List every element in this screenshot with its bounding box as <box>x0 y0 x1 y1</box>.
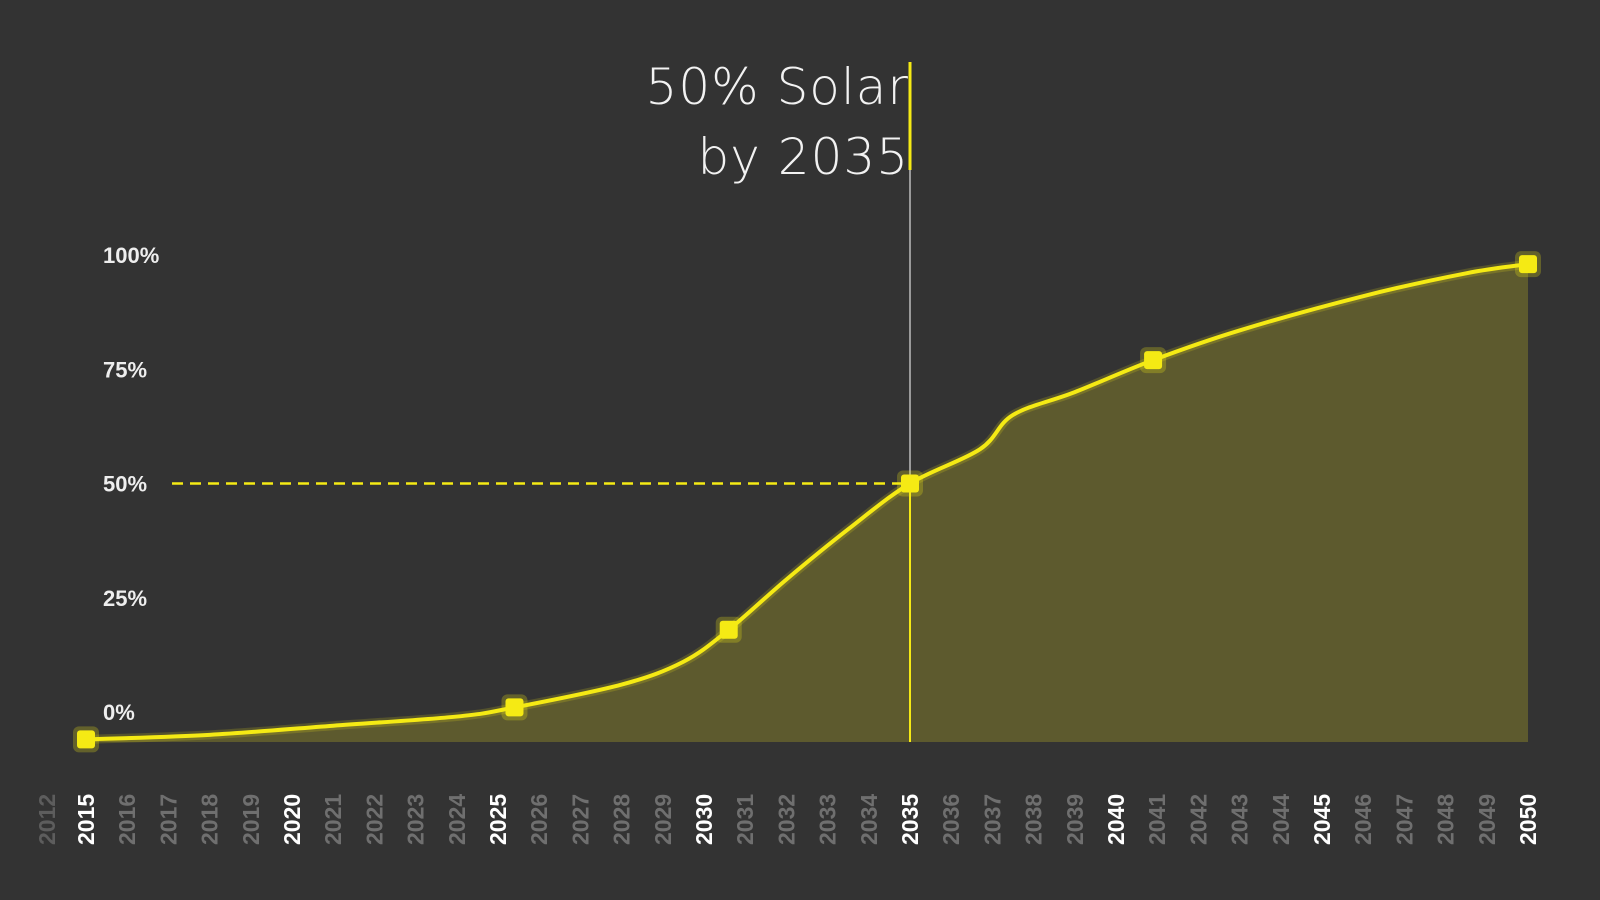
x-tick-label: 2025 <box>485 794 511 845</box>
data-point <box>1519 255 1537 274</box>
y-tick-label: 75% <box>103 357 147 382</box>
x-tick-label: 2029 <box>650 794 676 845</box>
x-tick-label: 2016 <box>114 794 140 845</box>
y-tick-label: 0% <box>103 700 135 725</box>
x-tick-label: 2043 <box>1227 794 1253 845</box>
x-axis: 2012 2015 2016 2017 2018 2019 2020 2021 2022 2023… <box>34 794 1541 845</box>
data-point <box>901 474 919 493</box>
x-tick-label: 2019 <box>238 794 264 845</box>
x-tick-label: 2034 <box>856 794 882 845</box>
x-tick-label: 2046 <box>1350 794 1376 845</box>
x-tick-label: 2035 <box>897 794 923 845</box>
annotation-line-1: 50% Solar <box>645 58 909 116</box>
x-tick-label: 2033 <box>815 794 841 845</box>
x-tick-label: 2042 <box>1185 794 1211 845</box>
x-tick-label: 2036 <box>938 794 964 845</box>
x-tick-label: 2026 <box>526 794 552 845</box>
data-point <box>77 730 95 749</box>
x-tick-label: 2044 <box>1268 794 1294 845</box>
annotation-line-2: by 2035 <box>697 128 909 186</box>
x-tick-label: 2024 <box>444 794 470 845</box>
x-tick-label: 2037 <box>979 794 1005 845</box>
x-tick-label: 2045 <box>1309 794 1335 845</box>
y-tick-label: 100% <box>103 243 159 268</box>
series-line <box>84 262 1530 742</box>
data-point <box>1144 351 1163 370</box>
x-tick-label: 2041 <box>1144 794 1170 845</box>
x-tick-label: 2017 <box>155 794 181 845</box>
x-tick-label: 2048 <box>1433 794 1459 845</box>
x-tick-label: 2038 <box>1021 794 1047 845</box>
x-tick-label: 2049 <box>1474 794 1500 845</box>
x-tick-label: 2028 <box>609 794 635 845</box>
x-tick-label: 2020 <box>279 794 305 845</box>
reference-layer <box>172 62 912 742</box>
y-tick-label: 50% <box>103 472 147 497</box>
area-fill <box>86 264 1528 742</box>
data-point <box>505 698 524 717</box>
x-tick-label: 2023 <box>403 794 429 845</box>
x-tick-label: 2022 <box>361 794 387 845</box>
marker-layer <box>73 251 1541 753</box>
x-tick-label: 2050 <box>1515 794 1541 845</box>
line-layer <box>81 259 1533 744</box>
x-tick-label: 2027 <box>567 794 593 845</box>
area-layer <box>86 264 1528 742</box>
x-tick-label: 2015 <box>73 794 99 845</box>
x-tick-label: 2039 <box>1062 794 1088 845</box>
x-tick-label: 2018 <box>197 794 223 845</box>
chart-annotation: 50% Solar by 2035 <box>646 52 909 192</box>
x-tick-label: 2040 <box>1103 794 1129 845</box>
data-point <box>719 620 738 639</box>
y-tick-label: 25% <box>103 586 147 611</box>
x-tick-label: 2032 <box>773 794 799 845</box>
x-tick-label: 2012 <box>34 794 60 845</box>
x-tick-label: 2047 <box>1391 794 1417 845</box>
x-tick-label: 2030 <box>691 794 717 845</box>
x-tick-label: 2021 <box>320 794 346 845</box>
y-axis: 0% 25% 50% 75% 100% <box>103 243 159 725</box>
x-tick-label: 2031 <box>732 794 758 845</box>
